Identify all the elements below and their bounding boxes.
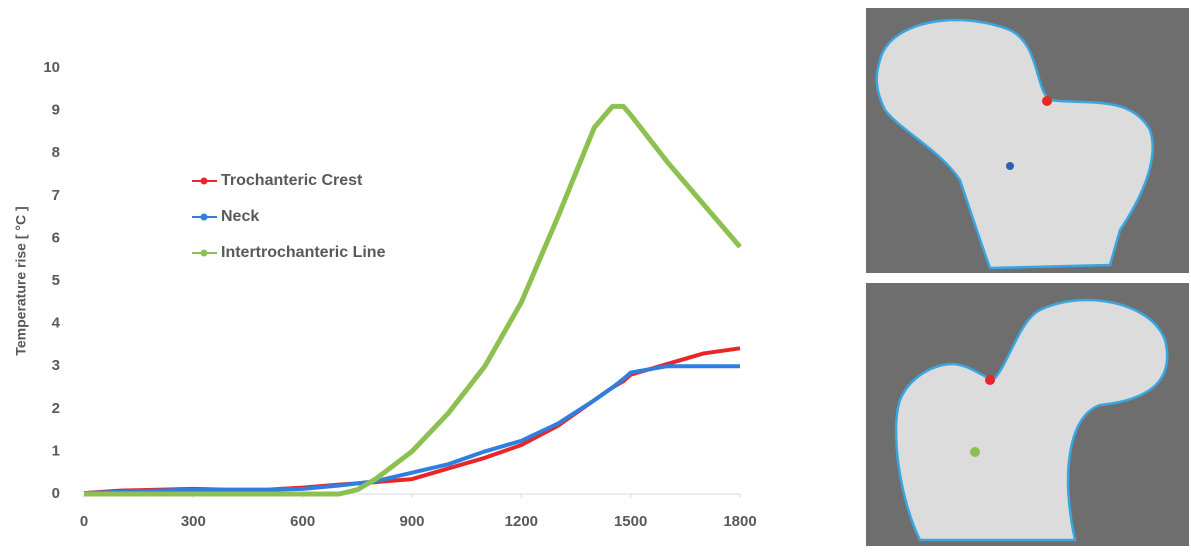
x-tick-label: 600 [290,513,315,530]
femur-top [866,8,1189,273]
x-tick-label: 900 [399,513,424,530]
legend-marker [201,178,208,185]
x-tick-label: 1200 [505,513,538,530]
y-tick-label: 10 [43,59,60,76]
y-axis-label: Temperature rise [ °C ] [13,206,29,355]
y-tick-label: 9 [52,102,60,119]
legend-label: Neck [221,208,259,225]
legend-label: Intertrochanteric Line [221,244,386,261]
y-tick-label: 4 [52,315,61,332]
x-tick-label: 0 [80,513,88,530]
y-tick-label: 3 [52,357,60,374]
y-tick-label: 8 [52,144,60,161]
y-tick-label: 5 [52,272,60,289]
figure: Temperature rise [ °C ] 0 1 2 3 4 5 6 7 8 9 10 0 300… [0,0,1191,548]
y-tick-label: 6 [52,229,60,246]
femur-bottom [866,283,1189,546]
y-tick-label: 0 [52,485,60,502]
x-tick-label: 300 [181,513,206,530]
legend-label: Trochanteric Crest [221,172,363,189]
x-tick-label: 1800 [723,513,756,530]
series-line [84,366,740,493]
series-line [84,106,740,494]
x-tick-label: 1500 [614,513,647,530]
y-tick-label: 7 [52,187,60,204]
legend-marker [201,214,208,221]
y-tick-label: 1 [52,442,60,459]
legend-marker [201,250,208,257]
y-tick-label: 2 [52,400,60,417]
